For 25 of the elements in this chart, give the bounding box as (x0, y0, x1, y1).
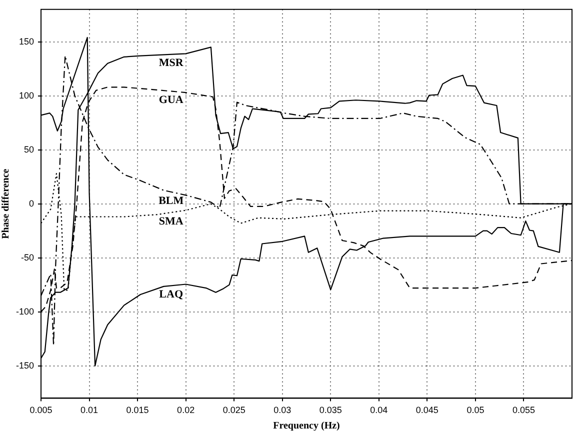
x-tick-label: 0.055 (512, 405, 535, 416)
series-label: MSR (158, 57, 184, 70)
x-tick-label: 0.005 (30, 405, 52, 416)
y-tick-label: 0 (29, 198, 34, 208)
y-tick-label: 100 (18, 90, 34, 100)
y-tick-label: -150 (16, 360, 34, 370)
series-label: LAQ (159, 288, 184, 301)
x-tick-label: 0.035 (319, 405, 342, 416)
x-tick-label: 0.02 (177, 405, 195, 416)
y-tick-label: 150 (18, 36, 34, 46)
x-tick-label: 0.025 (222, 405, 246, 416)
x-tick-label: 0.03 (274, 405, 292, 416)
y-axis-title: Phase difference (0, 168, 12, 239)
y-tick-label: -100 (16, 306, 34, 316)
x-tick-label: 0.04 (370, 405, 388, 416)
y-tick-label: 50 (24, 144, 34, 154)
x-axis-title: Frequency (Hz) (273, 420, 340, 432)
x-tick-label: 0.05 (466, 405, 484, 416)
x-tick-label: 0.015 (126, 405, 149, 416)
series-label: GUA (158, 94, 184, 106)
y-tick-label: -50 (21, 252, 34, 262)
series-label: BLM (158, 194, 184, 207)
series-label: SMA (158, 215, 184, 228)
x-tick-label: 0.01 (80, 405, 98, 416)
x-tick-label: 0.045 (416, 405, 438, 416)
